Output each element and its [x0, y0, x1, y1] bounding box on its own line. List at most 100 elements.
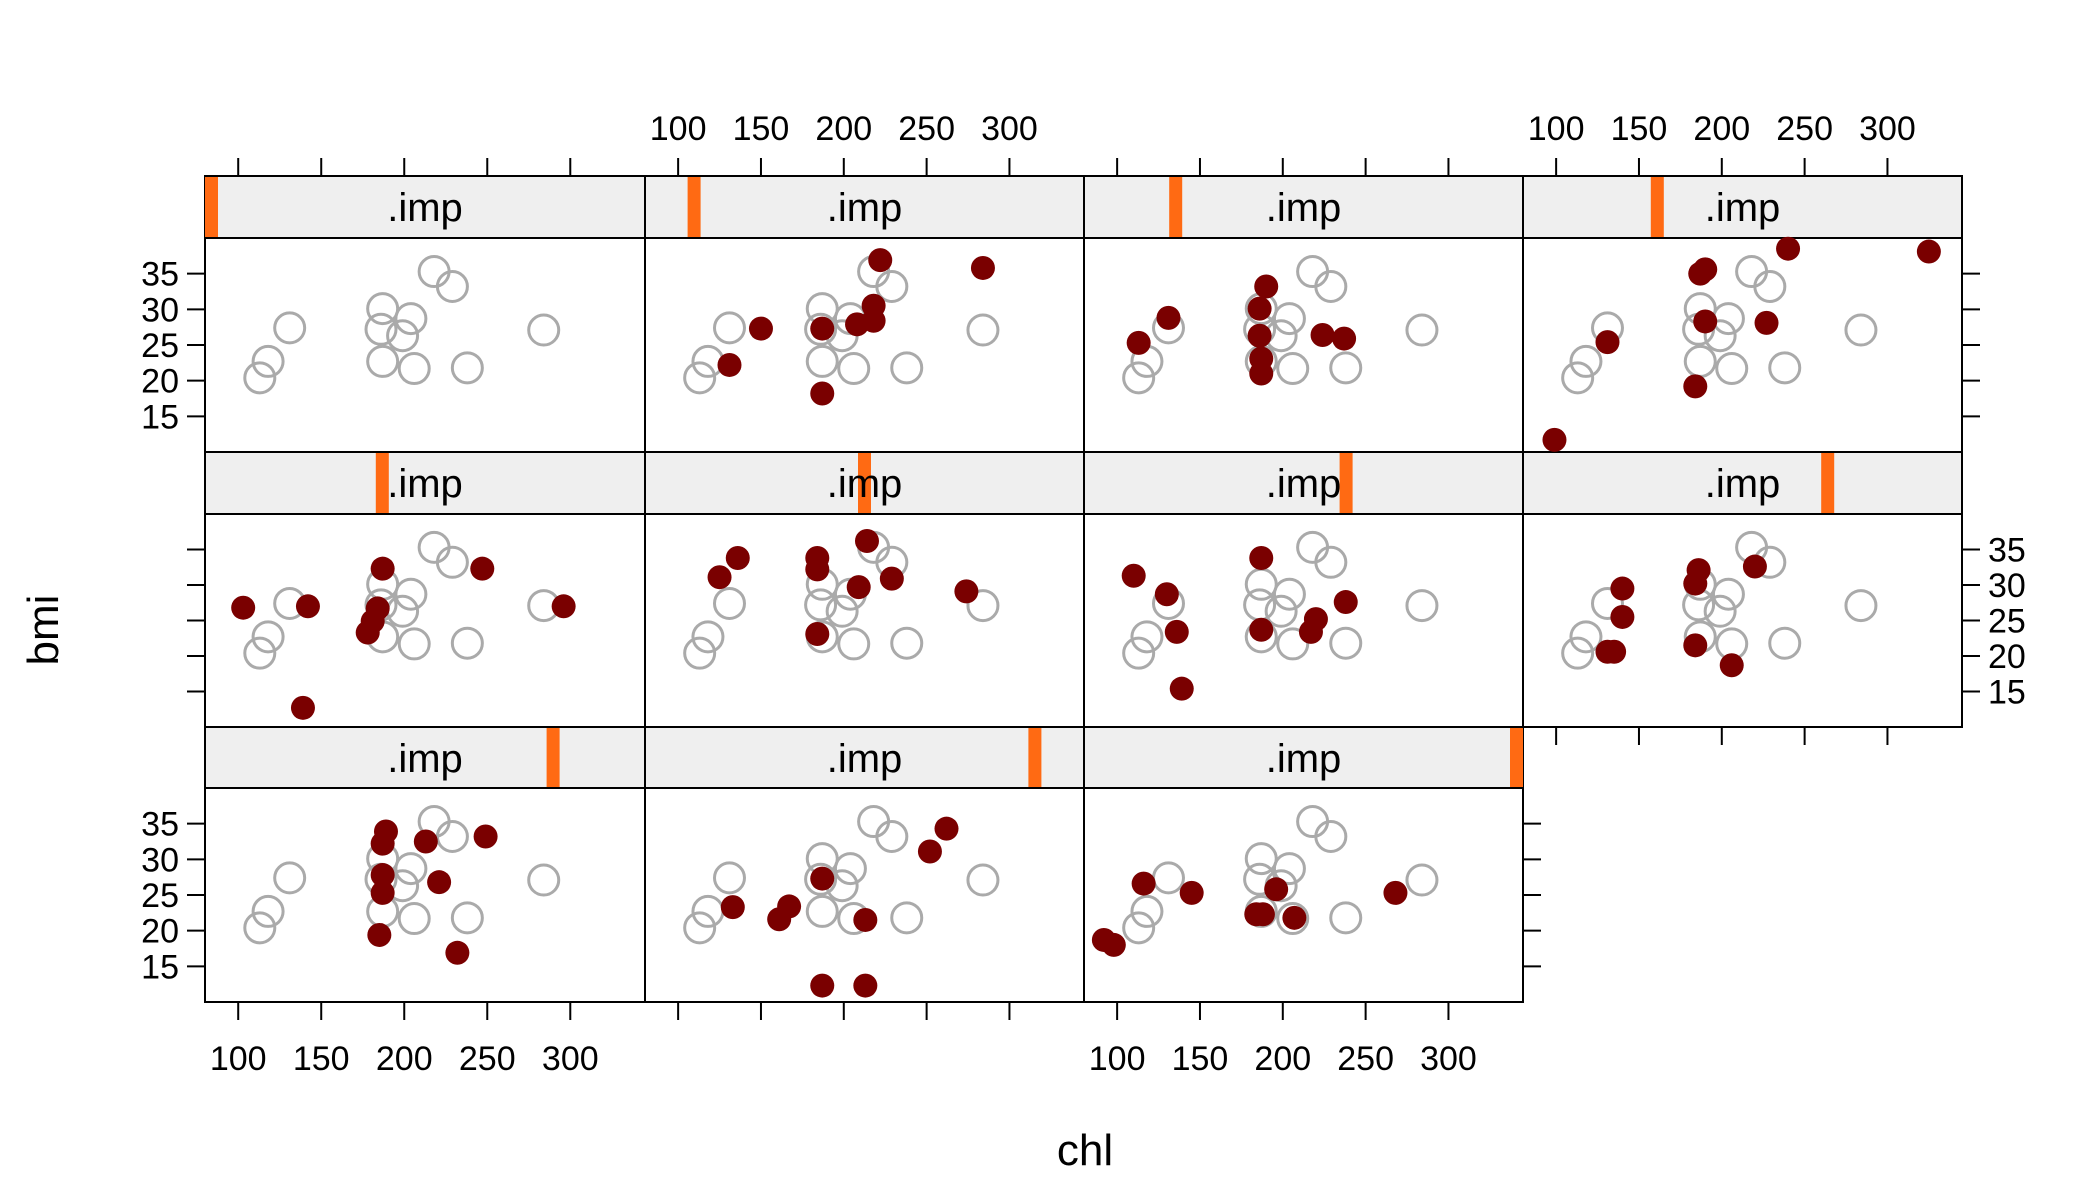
observed-point [243, 911, 277, 945]
observed-point [1329, 626, 1363, 660]
panels [204, 236, 1963, 1003]
y-tick-label: 20 [1988, 638, 2026, 676]
observed-point [435, 270, 469, 304]
panel-strip [204, 175, 646, 239]
y-tick-label: 20 [141, 913, 179, 951]
x-tick-label: 150 [733, 110, 790, 148]
strip-label: .imp [827, 462, 903, 506]
y-tick-label: 30 [141, 841, 179, 879]
observed-point [837, 352, 871, 386]
observed-point [450, 351, 484, 385]
strip-label: .imp [1705, 186, 1781, 230]
imputed-point [1247, 323, 1272, 348]
strip-level-indicator [205, 177, 218, 237]
x-tick-label: 100 [1528, 110, 1585, 148]
observed-point [394, 302, 428, 336]
imputed-point [725, 546, 750, 571]
observed-point [804, 312, 838, 346]
imputed-point [810, 381, 835, 406]
imputed-point [470, 556, 495, 581]
y-tick-label: 25 [141, 327, 179, 365]
strip-label: .imp [827, 737, 903, 781]
x-tick-label: 150 [293, 1040, 350, 1078]
imputed-point [1333, 590, 1358, 615]
panel-frame [1083, 513, 1524, 728]
panel [204, 787, 646, 1003]
observed-point [691, 620, 725, 654]
observed-point [1122, 636, 1156, 670]
observed-point [712, 586, 746, 620]
observed-point [1314, 545, 1348, 579]
imputed-point [1683, 633, 1708, 658]
y-tick-label: 35 [141, 256, 179, 294]
observed-point [1753, 270, 1787, 304]
strip-level-indicator [1169, 177, 1183, 237]
imputed-point [707, 565, 732, 590]
observed-point [1405, 313, 1439, 347]
x-tick-label: 100 [1089, 1040, 1146, 1078]
imputed-point [1595, 330, 1620, 355]
imputed-point [1121, 563, 1146, 588]
panel [1083, 237, 1524, 453]
observed-point [1329, 351, 1363, 385]
y-tick-label: 15 [1988, 674, 2026, 712]
observed-point [386, 319, 420, 353]
observed-point [890, 351, 924, 385]
x-tick-label: 300 [542, 1040, 599, 1078]
imputed-point [370, 556, 395, 581]
panel-strip [1522, 451, 1963, 515]
observed-point [1329, 901, 1363, 935]
panel-frame [1083, 787, 1524, 1003]
imputed-point [1169, 676, 1194, 701]
imputed-point [1164, 619, 1189, 644]
observed-point [712, 311, 746, 345]
panel [644, 237, 1085, 453]
panel-frame [204, 787, 646, 1003]
imputed-point [1282, 905, 1307, 930]
strip-label: .imp [387, 737, 463, 781]
observed-point [251, 344, 285, 378]
panel-frame [1522, 237, 1963, 453]
imputed-point [473, 824, 498, 849]
observed-point [1272, 302, 1306, 336]
observed-point [804, 588, 838, 622]
observed-point [273, 861, 307, 895]
observed-point [1844, 313, 1878, 347]
imputed-point [231, 595, 256, 620]
strip-level-indicator [1339, 453, 1353, 513]
x-tick-label: 300 [981, 110, 1038, 148]
observed-point [394, 577, 428, 611]
x-tick-label: 250 [898, 110, 955, 148]
x-tick-label: 250 [1776, 110, 1833, 148]
observed-point [450, 901, 484, 935]
imputed-point [1332, 326, 1357, 351]
imputed-point [1264, 877, 1289, 902]
strip-label: .imp [1266, 737, 1342, 781]
imputed-point [1693, 257, 1718, 282]
imputed-point [917, 839, 942, 864]
imputed-point [1719, 653, 1744, 678]
strip-level-indicator [1028, 728, 1042, 787]
observed-point [1561, 636, 1595, 670]
imputed-point [720, 895, 745, 920]
imputed-point [1602, 639, 1627, 664]
observed-point [397, 352, 431, 386]
imputed-point [1610, 576, 1635, 601]
strip-level-indicator [687, 177, 701, 237]
observed-point [1703, 594, 1737, 628]
imputed-point [1693, 309, 1718, 334]
observed-point [366, 292, 400, 326]
observed-point [527, 313, 561, 347]
y-tick-label: 15 [141, 398, 179, 436]
imputed-point [810, 866, 835, 891]
observed-point [364, 312, 398, 346]
observed-point [1844, 589, 1878, 623]
imputed-point [879, 566, 904, 591]
observed-point [1314, 820, 1348, 854]
panel [1083, 787, 1524, 1003]
panel-strip [204, 726, 646, 789]
observed-point [805, 894, 839, 928]
observed-point [1276, 902, 1310, 936]
x-axis-label: chl [1057, 1126, 1113, 1175]
observed-point [251, 620, 285, 654]
